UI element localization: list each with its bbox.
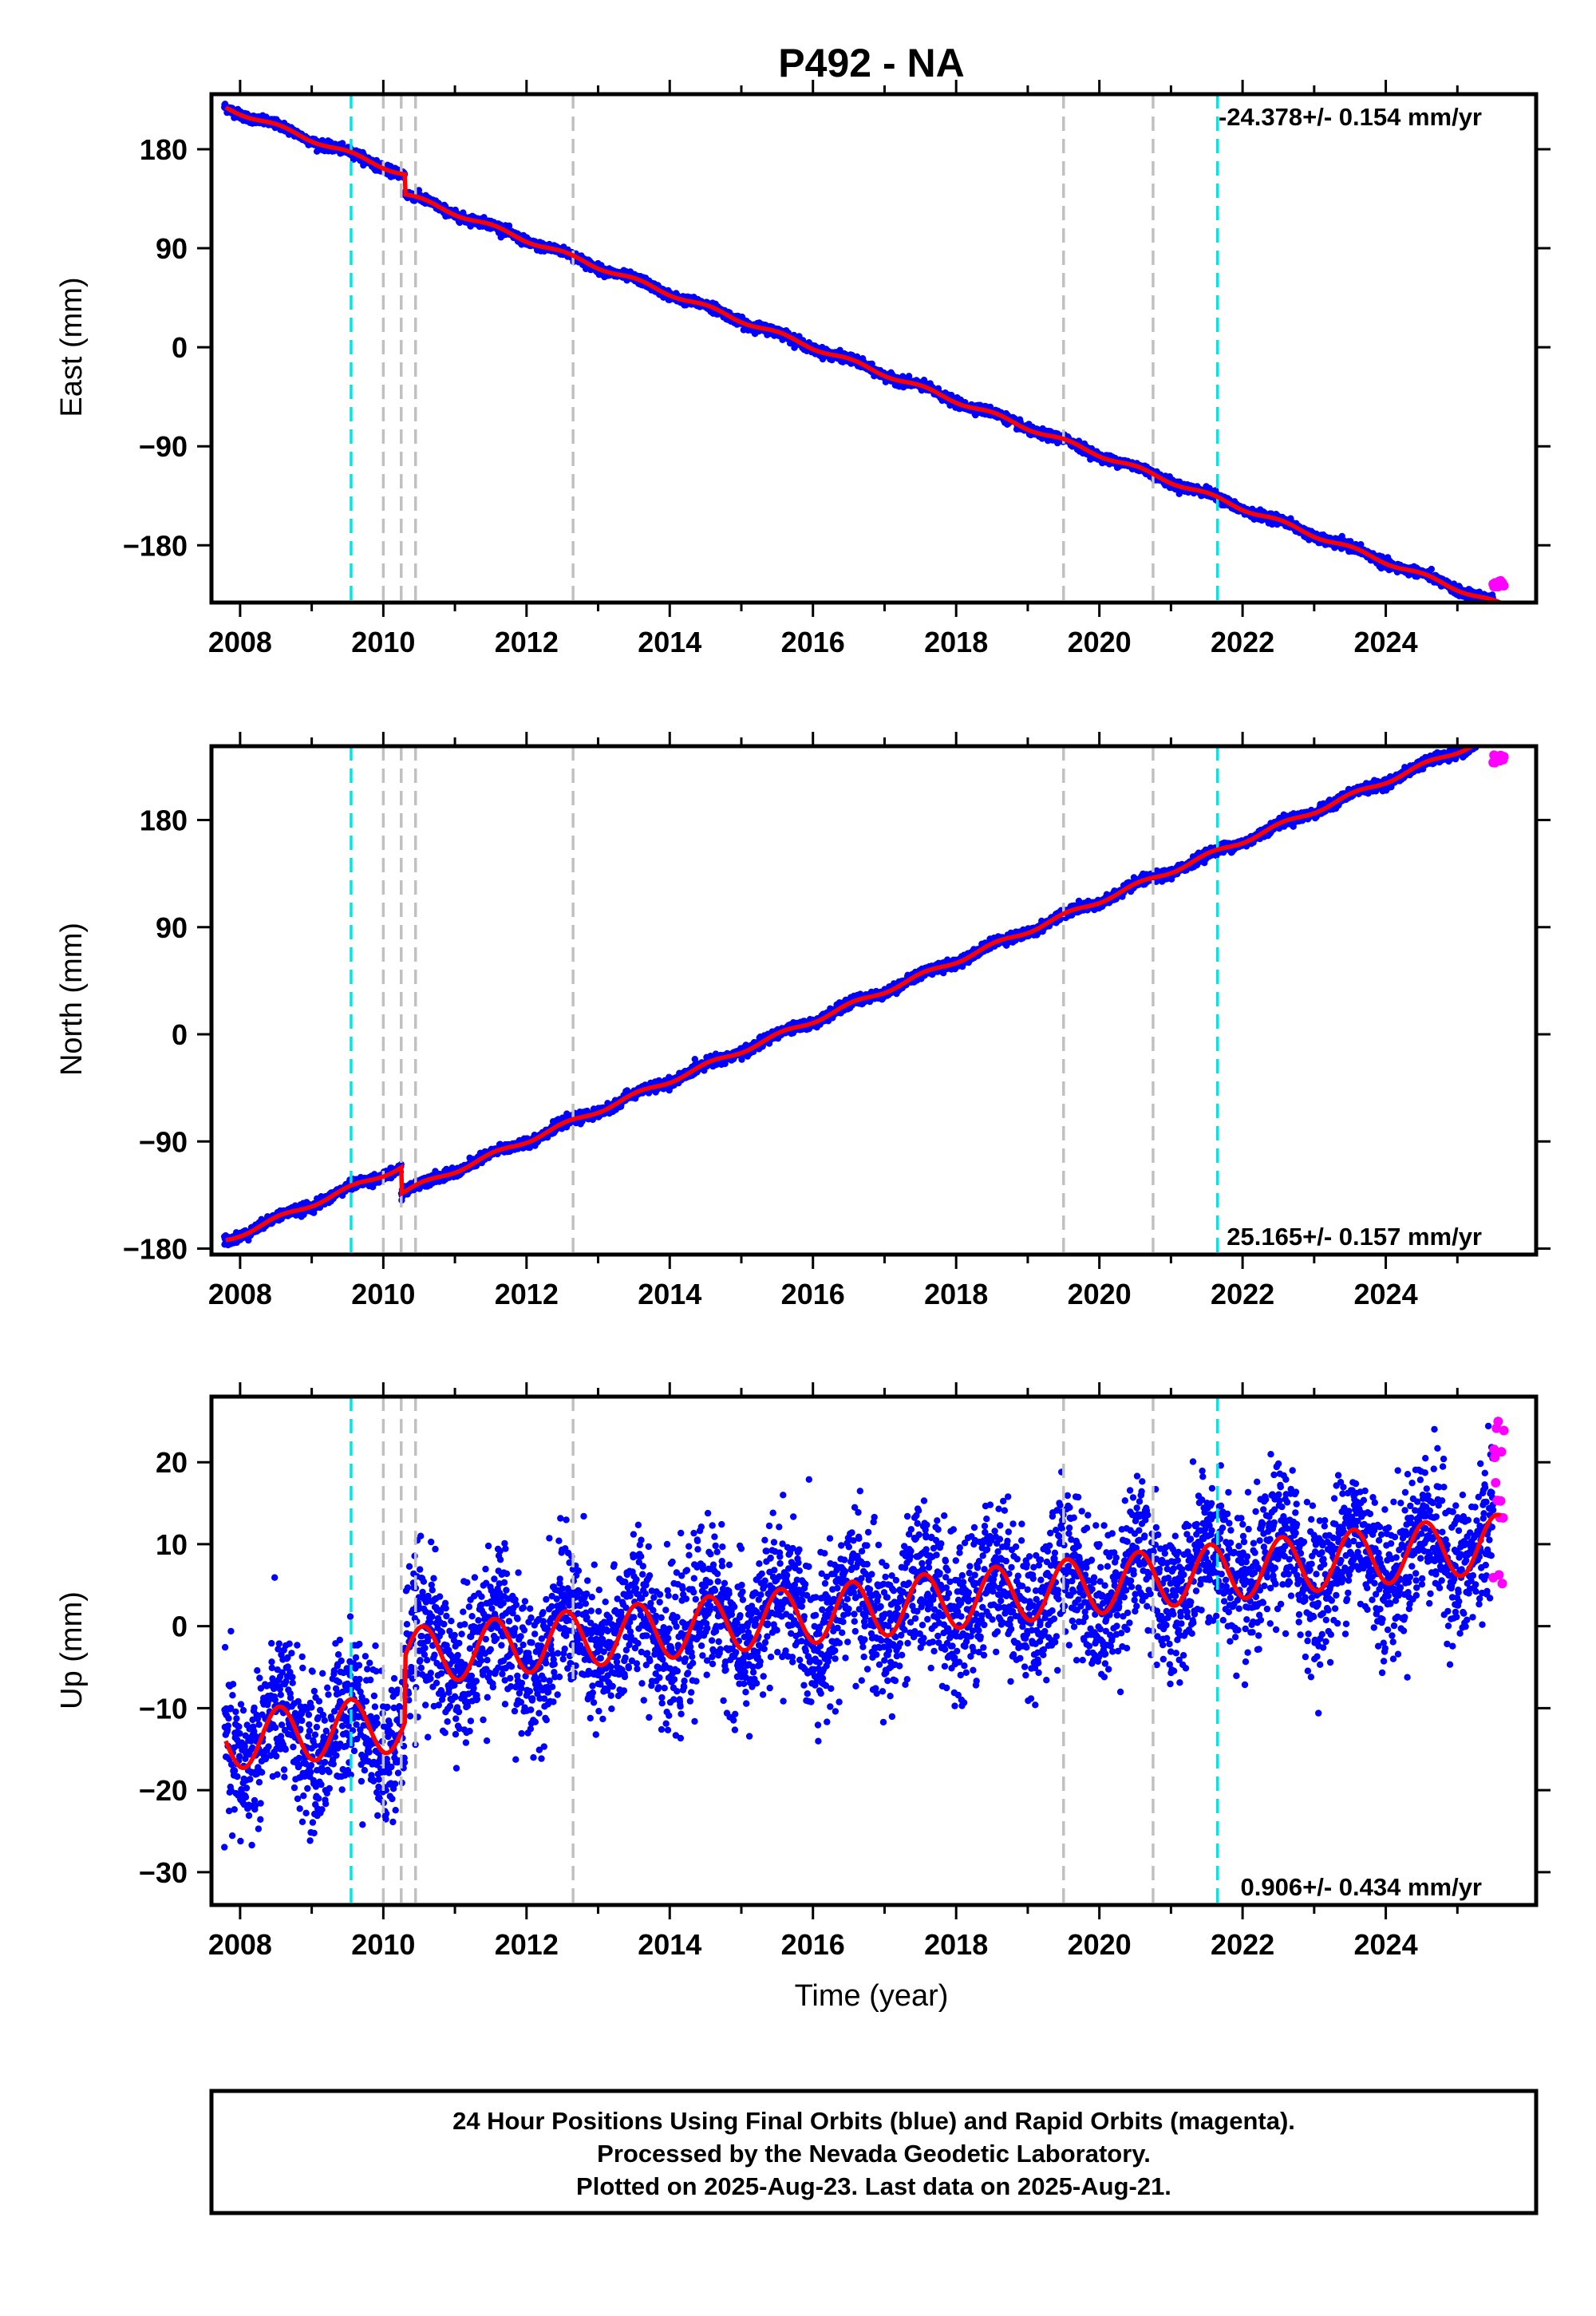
y-tick-label: 90 xyxy=(156,911,188,944)
north-rate-label: 25.165+/- 0.157 mm/yr xyxy=(1227,1223,1482,1251)
y-tick-label: −20 xyxy=(139,1774,188,1807)
x-tick-label: 2016 xyxy=(781,1278,845,1310)
rapid-orbit-point xyxy=(1499,752,1509,761)
x-tick-label: 2016 xyxy=(781,626,845,658)
x-tick-label: 2012 xyxy=(495,1928,559,1961)
x-tick-label: 2018 xyxy=(924,1278,988,1310)
y-tick-label: 0 xyxy=(172,1018,188,1051)
y-tick-label: −30 xyxy=(139,1856,188,1889)
rapid-orbit-point xyxy=(1491,1478,1500,1488)
x-tick-label: 2014 xyxy=(638,1278,701,1310)
north-model-fit-line xyxy=(226,731,1500,1240)
north-panel: North (mm) 2008 2010 2012 2014 2016 2018 2020 2… xyxy=(55,729,1551,1310)
y-tick-label: 180 xyxy=(140,804,188,836)
y-tick-label: 10 xyxy=(156,1528,188,1561)
footer-box: 24 Hour Positions Using Final Orbits (bl… xyxy=(211,2091,1536,2213)
rapid-orbit-point xyxy=(1495,1496,1505,1506)
rapid-orbit-point xyxy=(1498,1579,1507,1588)
x-tick-label: 2010 xyxy=(351,1278,415,1310)
y-tick-label: −90 xyxy=(139,430,188,463)
footer-line-2: Processed by the Nevada Geodetic Laborat… xyxy=(597,2140,1151,2168)
x-tick-label: 2014 xyxy=(638,626,701,658)
x-tick-label: 2012 xyxy=(495,626,559,658)
x-tick-label: 2020 xyxy=(1068,626,1132,658)
north-final-orbit-points xyxy=(221,729,1496,1248)
east-y-axis-label: East (mm) xyxy=(55,277,89,417)
chart-title: P492 - NA xyxy=(778,41,964,85)
east-axes: 2008 2010 2012 2014 2016 2018 2020 2022 2024 180 9… xyxy=(123,80,1551,658)
x-tick-label: 2024 xyxy=(1354,1278,1418,1310)
y-tick-label: 0 xyxy=(172,331,188,364)
rapid-orbit-point xyxy=(1499,1426,1509,1436)
east-plot-frame xyxy=(211,94,1536,603)
x-tick-label: 2008 xyxy=(208,1278,272,1310)
x-tick-label: 2020 xyxy=(1068,1928,1132,1961)
east-panel: East (mm) 2008 2010 2012 2014 2016 2018 2020 20… xyxy=(55,80,1551,658)
y-tick-label: 180 xyxy=(140,133,188,166)
x-tick-label: 2022 xyxy=(1211,1278,1274,1310)
x-tick-label: 2014 xyxy=(638,1928,701,1961)
north-rapid-orbit-points xyxy=(1488,750,1508,767)
x-tick-label: 2024 xyxy=(1354,626,1418,658)
y-tick-label: −10 xyxy=(139,1692,188,1725)
east-event-lines xyxy=(351,94,1218,603)
y-tick-label: −180 xyxy=(123,529,188,562)
final-orbit-point-cloud xyxy=(221,101,1496,605)
up-y-axis-label: Up (mm) xyxy=(55,1591,89,1709)
east-rapid-orbit-points xyxy=(1488,576,1508,591)
footer-line-3: Plotted on 2025-Aug-23. Last data on 202… xyxy=(576,2172,1171,2200)
east-final-orbit-points xyxy=(221,101,1496,605)
rapid-orbit-point xyxy=(1499,581,1509,591)
rapid-orbit-point xyxy=(1497,1447,1507,1456)
final-orbit-point-cloud xyxy=(221,729,1496,1248)
footer-line-1: 24 Hour Positions Using Final Orbits (bl… xyxy=(452,2107,1295,2135)
x-tick-label: 2020 xyxy=(1068,1278,1132,1310)
y-tick-label: −180 xyxy=(123,1233,188,1266)
x-tick-label: 2018 xyxy=(924,1928,988,1961)
x-axis-label: Time (year) xyxy=(795,1979,949,2013)
x-tick-label: 2018 xyxy=(924,626,988,658)
y-tick-label: 90 xyxy=(156,232,188,265)
x-tick-label: 2008 xyxy=(208,1928,272,1961)
x-tick-label: 2016 xyxy=(781,1928,845,1961)
x-tick-label: 2010 xyxy=(351,626,415,658)
up-rate-label: 0.906+/- 0.434 mm/yr xyxy=(1241,1873,1482,1901)
y-tick-label: −90 xyxy=(139,1125,188,1158)
x-tick-label: 2022 xyxy=(1211,1928,1274,1961)
x-tick-label: 2024 xyxy=(1354,1928,1418,1961)
x-tick-label: 2022 xyxy=(1211,626,1274,658)
y-tick-label: 20 xyxy=(156,1446,188,1479)
north-y-axis-label: North (mm) xyxy=(55,923,89,1076)
east-rate-label: -24.378+/- 0.154 mm/yr xyxy=(1219,103,1482,131)
rapid-orbit-point xyxy=(1493,1417,1503,1426)
north-event-lines xyxy=(351,746,1218,1255)
x-tick-label: 2010 xyxy=(351,1928,415,1961)
x-tick-label: 2008 xyxy=(208,626,272,658)
rapid-orbit-point xyxy=(1494,1570,1503,1579)
up-panel: Up (mm) 2008 2010 2012 2014 2016 2018 2020 2022… xyxy=(55,1382,1551,1961)
y-tick-label: 0 xyxy=(172,1611,188,1643)
x-tick-label: 2012 xyxy=(495,1278,559,1310)
